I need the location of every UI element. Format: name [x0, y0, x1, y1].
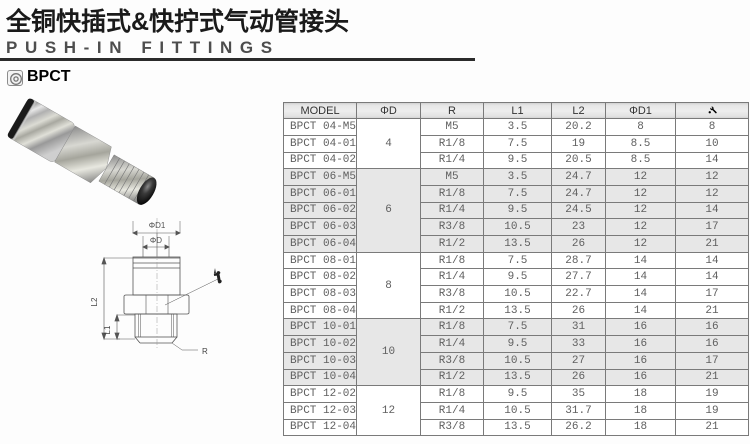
svg-text:R: R — [202, 347, 208, 356]
svg-text:ΦD1: ΦD1 — [149, 221, 166, 230]
svg-text:ΦD: ΦD — [150, 236, 162, 245]
svg-text:L2: L2 — [90, 297, 99, 306]
svg-text:L1: L1 — [103, 325, 112, 334]
